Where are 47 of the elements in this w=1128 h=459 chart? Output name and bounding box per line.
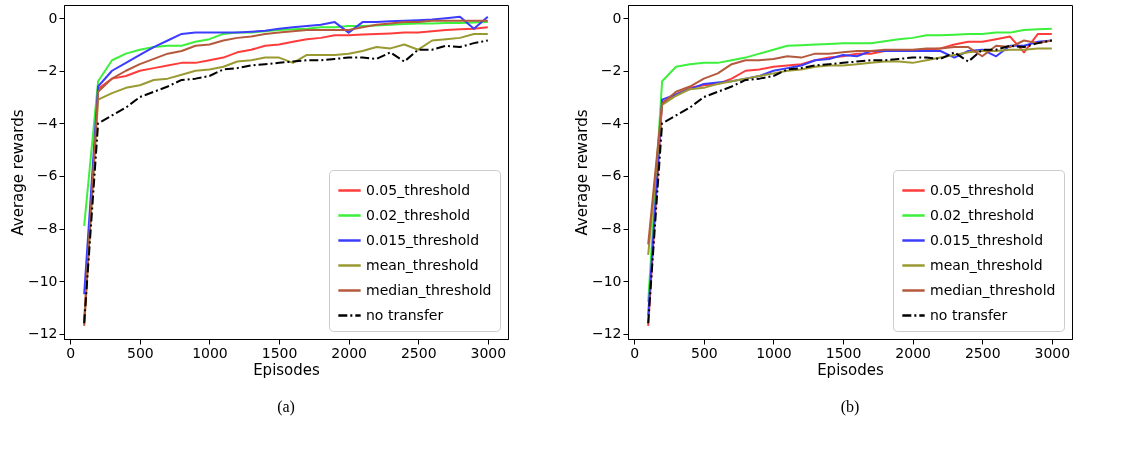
x-tick-label: 0 — [66, 344, 76, 361]
y-tick-label: −12 — [591, 325, 622, 342]
line-series — [83, 21, 489, 227]
x-tick-label: 1000 — [756, 344, 792, 361]
legend-label: 0.05_threshold — [366, 181, 471, 198]
x-tick-label: 1500 — [825, 344, 862, 361]
x-tick-label: 2500 — [964, 344, 1001, 361]
y-tick-label: −4 — [600, 114, 622, 131]
legend-label: median_threshold — [930, 281, 1056, 298]
legend-label: median_threshold — [366, 281, 492, 298]
legend-label: 0.02_threshold — [366, 206, 471, 223]
x-tick-label: 1500 — [261, 344, 298, 361]
y-tick-label: 0 — [48, 9, 58, 26]
y-tick-label: −10 — [591, 272, 622, 289]
y-axis-title: Average rewards — [572, 109, 591, 236]
legend-label: no transfer — [366, 306, 444, 323]
x-tick-label: 500 — [126, 344, 154, 361]
text: (b) — [840, 398, 860, 416]
x-axis-title: Episodes — [817, 360, 885, 379]
y-tick-label: −8 — [600, 220, 622, 237]
y-axis-title: Average rewards — [8, 109, 27, 236]
x-tick-label: 3000 — [1034, 344, 1071, 361]
legend-label: mean_threshold — [930, 256, 1043, 273]
x-tick-label: 0 — [630, 344, 640, 361]
y-tick-label: −6 — [600, 167, 622, 184]
x-axis-title: Episodes — [253, 360, 321, 379]
x-tick-label: 500 — [690, 344, 718, 361]
legend-label: 0.05_threshold — [930, 181, 1035, 198]
x-tick-label: 2500 — [400, 344, 437, 361]
y-tick-label: −12 — [27, 325, 58, 342]
legend-label: mean_threshold — [366, 256, 479, 273]
legend-label: 0.02_threshold — [930, 206, 1035, 223]
legend-label: 0.015_threshold — [366, 231, 480, 248]
y-tick-label: −6 — [36, 167, 58, 184]
legend-label: 0.015_threshold — [930, 231, 1044, 248]
x-tick-label: 2000 — [331, 344, 367, 361]
x-tick-label: 2000 — [895, 344, 931, 361]
y-tick-label: −10 — [27, 272, 58, 289]
x-tick-label: 1000 — [192, 344, 228, 361]
text: (a) — [277, 398, 295, 416]
y-tick-label: −2 — [36, 62, 58, 79]
y-tick-label: −4 — [36, 114, 58, 131]
y-tick-label: 0 — [612, 9, 622, 26]
legend-label: no transfer — [930, 306, 1008, 323]
y-tick-label: −2 — [600, 62, 622, 79]
x-tick-label: 3000 — [470, 344, 507, 361]
y-tick-label: −8 — [36, 220, 58, 237]
